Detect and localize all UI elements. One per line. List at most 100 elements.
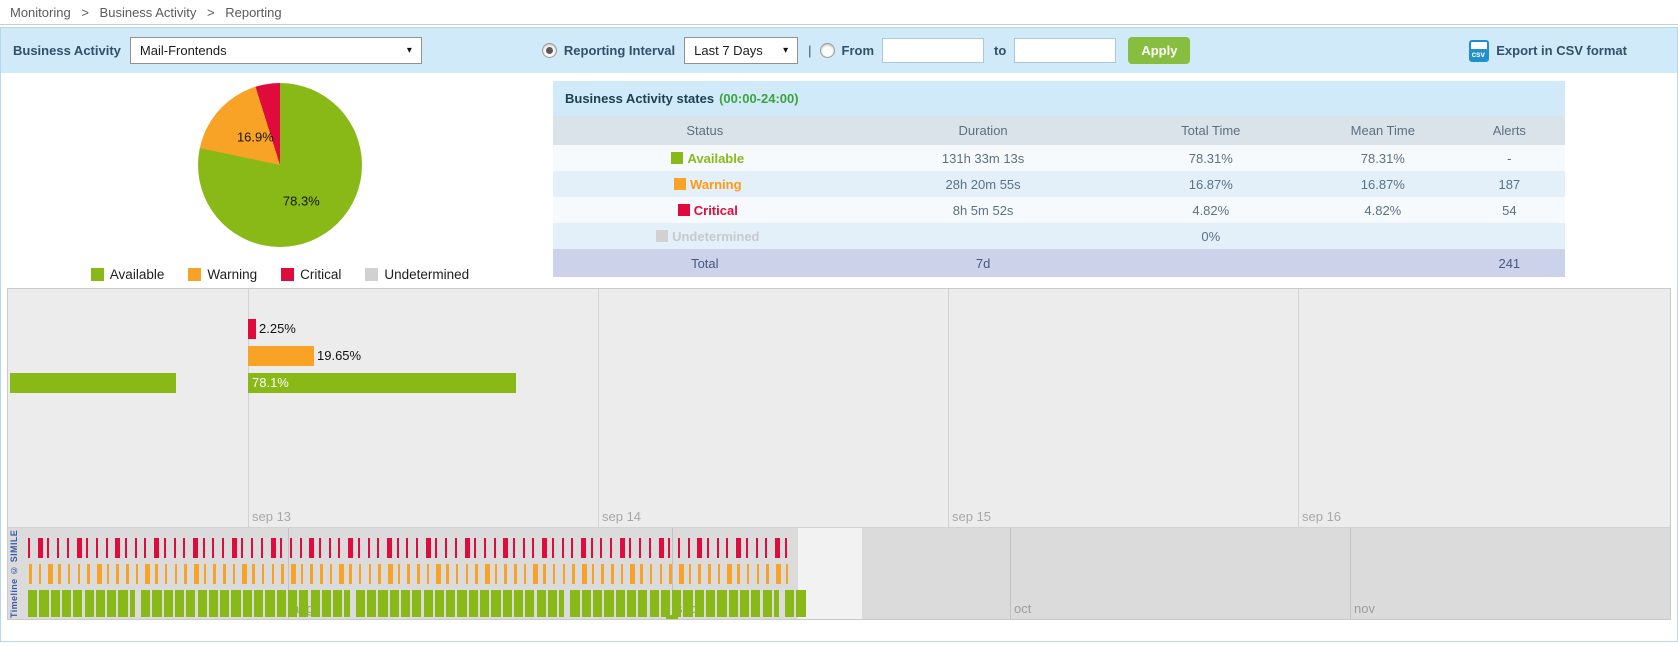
- month-gridline: [1350, 528, 1351, 619]
- custom-period-radio[interactable]: [819, 43, 835, 58]
- pie-label-warning: 16.9%: [236, 129, 274, 145]
- event-tick: [223, 564, 226, 584]
- event-tick: [561, 538, 564, 558]
- event-tick: [610, 538, 612, 558]
- status-label: Warning: [690, 176, 742, 192]
- from-date-input[interactable]: [882, 38, 985, 63]
- column-header-duration: Duration: [856, 116, 1110, 145]
- table-row-available: Available 131h 33m 13s 78.31% 78.31% -: [553, 145, 1565, 171]
- cell-total-label: Total: [691, 255, 719, 271]
- overview-viewport-highlight[interactable]: [798, 528, 862, 619]
- timeline-event-bar[interactable]: [248, 373, 516, 393]
- event-tick: [533, 564, 539, 584]
- event-tick: [231, 538, 237, 558]
- event-tick: [377, 538, 380, 558]
- event-tick: [270, 538, 276, 558]
- breadcrumb-business-activity[interactable]: Business Activity: [99, 5, 197, 20]
- event-tick: [173, 538, 176, 558]
- breadcrumb-monitoring[interactable]: Monitoring: [10, 5, 71, 20]
- event-tick: [494, 564, 498, 584]
- event-tick: [694, 590, 704, 617]
- event-tick: [434, 590, 445, 617]
- reporting-interval-radio[interactable]: [541, 43, 557, 58]
- event-tick: [84, 590, 94, 617]
- event-tick: [280, 538, 283, 558]
- event-tick: [619, 538, 625, 558]
- to-date-input[interactable]: [1014, 38, 1117, 63]
- event-tick: [349, 564, 352, 584]
- event-tick: [50, 590, 60, 617]
- event-tick: [95, 590, 106, 617]
- column-header-alerts: Alerts: [1453, 116, 1565, 145]
- event-tick: [697, 538, 703, 558]
- event-tick: [648, 538, 651, 558]
- cell-mean-time: 78.31%: [1360, 150, 1405, 166]
- event-tick: [344, 590, 350, 617]
- timeline-widget: sep 13 sep 14 sep 15 sep 16 2.25% 19.65% 78.1%…: [7, 288, 1671, 620]
- reporting-interval-label: Reporting Interval: [563, 43, 676, 58]
- availability-pie-chart[interactable]: [198, 83, 362, 247]
- event-tick: [28, 590, 38, 617]
- event-tick: [48, 564, 54, 584]
- cell-mean-time: [1312, 249, 1454, 277]
- event-tick: [552, 564, 556, 584]
- event-tick: [716, 538, 719, 558]
- legend-swatch-critical: [281, 268, 295, 281]
- event-tick: [260, 538, 263, 558]
- event-tick: [271, 564, 274, 584]
- cell-duration: 8h 5m 52s: [952, 202, 1014, 218]
- event-tick: [407, 564, 410, 584]
- event-tick: [785, 564, 789, 584]
- timeline-main-band[interactable]: sep 13 sep 14 sep 15 sep 16 2.25% 19.65% 78.1%: [8, 289, 1670, 527]
- event-tick: [154, 538, 160, 558]
- legend-label: Undetermined: [384, 267, 470, 282]
- table-row-critical: Critical 8h 5m 52s 4.82% 4.82% 54: [553, 197, 1565, 223]
- cell-total-time: 4.82%: [1192, 202, 1230, 218]
- event-tick: [717, 590, 727, 617]
- timeline-overview-band[interactable]: Timeline © SIMILE augsepoctnov: [8, 527, 1670, 619]
- legend-item-available: Available: [90, 267, 164, 282]
- event-tick: [491, 590, 501, 617]
- cell-alerts: 54: [1502, 202, 1517, 218]
- event-tick: [502, 590, 512, 617]
- timeline-event-bar[interactable]: [248, 319, 256, 339]
- event-tick: [76, 538, 82, 558]
- event-tick: [423, 590, 433, 617]
- reporting-interval-select[interactable]: Last 7 Days ▾: [684, 37, 799, 64]
- event-tick: [785, 590, 795, 617]
- timeline-event-bar[interactable]: [248, 346, 314, 366]
- event-tick: [468, 590, 478, 617]
- export-csv-button[interactable]: csv Export in CSV format: [1469, 39, 1665, 62]
- breadcrumb-reporting[interactable]: Reporting: [225, 5, 282, 20]
- event-tick: [774, 538, 780, 558]
- event-tick: [755, 538, 758, 558]
- event-tick: [629, 538, 632, 558]
- event-tick: [57, 538, 60, 558]
- event-tick: [406, 538, 409, 558]
- event-tick: [299, 538, 302, 558]
- event-tick: [152, 590, 162, 617]
- event-tick: [727, 564, 733, 584]
- export-csv-label: Export in CSV format: [1496, 43, 1627, 58]
- cell-mean-time: 16.87%: [1360, 176, 1405, 192]
- event-tick: [174, 590, 185, 617]
- event-tick: [141, 590, 151, 617]
- states-table-header-row: Status Duration Total Time Mean Time Ale…: [553, 116, 1565, 145]
- event-tick: [329, 564, 333, 584]
- day-gridline: [248, 289, 249, 527]
- event-tick: [475, 564, 478, 584]
- event-tick: [213, 564, 216, 584]
- status-label: Undetermined: [672, 228, 760, 244]
- toolbar-divider: |: [808, 43, 812, 58]
- event-tick: [220, 590, 230, 617]
- timeline-event-bar[interactable]: [10, 373, 176, 393]
- event-tick: [523, 564, 527, 584]
- column-header-total-time: Total Time: [1109, 116, 1312, 145]
- event-tick: [400, 590, 411, 617]
- cell-total-time: 78.31%: [1188, 150, 1233, 166]
- apply-button[interactable]: Apply: [1128, 37, 1191, 64]
- legend-label: Critical: [300, 267, 342, 282]
- event-tick: [66, 538, 69, 558]
- business-activity-select[interactable]: Mail-Frontends ▾: [129, 37, 422, 64]
- event-tick: [38, 564, 42, 584]
